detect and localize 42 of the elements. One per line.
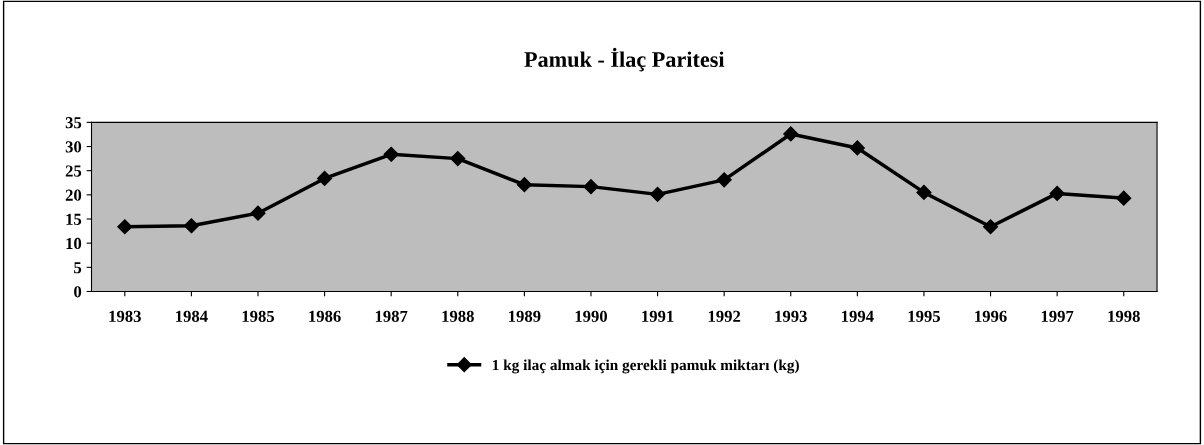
y-tick-label: 5 <box>74 262 82 274</box>
y-tick-label: 15 <box>66 213 82 225</box>
point <box>783 126 799 142</box>
point <box>1049 185 1065 201</box>
x-tick-label: 1998 <box>1108 310 1140 322</box>
x-tick-label: 1992 <box>708 310 741 322</box>
y-tick-label: 0 <box>74 286 82 298</box>
x-tick-label: 1988 <box>442 310 474 322</box>
x-tick-label: 1990 <box>575 310 608 322</box>
legend-label: 1 kg ilaç almak için gerekli pamuk miktarı (kg) <box>492 359 799 374</box>
x-tick-label: 1986 <box>309 310 341 322</box>
y-tick-label: 10 <box>66 237 82 250</box>
point <box>250 205 266 221</box>
point <box>516 177 532 193</box>
point <box>982 219 999 235</box>
x-tick-label: 1984 <box>176 310 208 322</box>
chart-title: Pamuk - İlaç Paritesi <box>524 47 725 72</box>
x-tick-label: 1997 <box>1041 310 1074 322</box>
point <box>849 140 865 156</box>
point <box>583 179 599 195</box>
x-tick-label: 1994 <box>842 310 874 322</box>
y-tick-label: 35 <box>65 117 82 129</box>
x-tick-label: 1996 <box>975 310 1007 322</box>
point <box>450 151 466 167</box>
x-tick-label: 1995 <box>908 310 941 322</box>
y-tick-label: 20 <box>65 189 82 201</box>
point <box>1116 190 1132 206</box>
x-tick-label: 1991 <box>642 310 674 322</box>
x-tick-label: 1985 <box>242 310 275 322</box>
y-tick-label: 30 <box>65 141 82 153</box>
point <box>383 146 399 162</box>
point <box>117 219 133 235</box>
x-tick-label: 1983 <box>109 310 141 322</box>
point <box>650 186 666 202</box>
x-tick-label: 1989 <box>509 310 541 322</box>
point <box>183 218 199 234</box>
point <box>916 184 932 201</box>
point <box>716 172 732 188</box>
x-tick-label: 1993 <box>775 310 807 322</box>
y-tick-label: 25 <box>65 165 82 177</box>
x-tick-label: 1987 <box>375 310 408 322</box>
point <box>317 170 333 186</box>
